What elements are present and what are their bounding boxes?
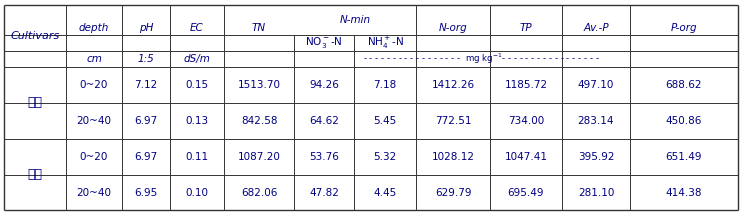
Text: 64.62: 64.62 xyxy=(309,116,339,126)
Text: 94.26: 94.26 xyxy=(309,80,339,90)
Text: 629.79: 629.79 xyxy=(435,187,471,198)
Text: depth: depth xyxy=(79,23,109,33)
Text: 1028.12: 1028.12 xyxy=(432,152,474,162)
Text: 688.62: 688.62 xyxy=(666,80,702,90)
Text: Cultivars: Cultivars xyxy=(10,31,59,41)
Text: 772.51: 772.51 xyxy=(435,116,471,126)
Text: N-org: N-org xyxy=(439,23,467,33)
Text: 6.95: 6.95 xyxy=(134,187,157,198)
Text: 1412.26: 1412.26 xyxy=(431,80,475,90)
Text: 414.38: 414.38 xyxy=(666,187,702,198)
Text: P-org: P-org xyxy=(671,23,697,33)
Text: dS/m: dS/m xyxy=(183,54,211,64)
Text: 1087.20: 1087.20 xyxy=(237,152,280,162)
Text: 651.49: 651.49 xyxy=(666,152,702,162)
Text: 1047.41: 1047.41 xyxy=(505,152,548,162)
Text: 695.49: 695.49 xyxy=(508,187,544,198)
Text: 5.32: 5.32 xyxy=(373,152,397,162)
Text: 20~40: 20~40 xyxy=(76,187,111,198)
Text: 281.10: 281.10 xyxy=(578,187,614,198)
Text: 497.10: 497.10 xyxy=(578,80,614,90)
Text: TN: TN xyxy=(252,23,266,33)
Text: 신고: 신고 xyxy=(27,168,42,181)
Text: NH$_4^+$-N: NH$_4^+$-N xyxy=(367,35,404,51)
Text: 0.10: 0.10 xyxy=(186,187,209,198)
Text: EC: EC xyxy=(190,23,204,33)
Text: 47.82: 47.82 xyxy=(309,187,339,198)
Text: 0.11: 0.11 xyxy=(186,152,209,162)
Text: 7.18: 7.18 xyxy=(373,80,397,90)
Text: - - - - - - - - - - - - - - - - -  mg kg$^{-1}$- - - - - - - - - - - - - - - - -: - - - - - - - - - - - - - - - - - mg kg$… xyxy=(363,52,600,66)
Text: 6.97: 6.97 xyxy=(134,152,157,162)
Text: 1:5: 1:5 xyxy=(137,54,154,64)
Text: 4.45: 4.45 xyxy=(373,187,397,198)
Text: 53.76: 53.76 xyxy=(309,152,339,162)
Text: pH: pH xyxy=(139,23,153,33)
Text: 734.00: 734.00 xyxy=(508,116,544,126)
Text: 283.14: 283.14 xyxy=(578,116,614,126)
Text: 0.15: 0.15 xyxy=(186,80,209,90)
Text: 682.06: 682.06 xyxy=(241,187,278,198)
Text: 7.12: 7.12 xyxy=(134,80,157,90)
Text: 842.58: 842.58 xyxy=(240,116,278,126)
Text: 395.92: 395.92 xyxy=(578,152,614,162)
Text: 6.97: 6.97 xyxy=(134,116,157,126)
Text: 0.13: 0.13 xyxy=(186,116,209,126)
Text: 20~40: 20~40 xyxy=(76,116,111,126)
Text: 화산: 화산 xyxy=(27,97,42,109)
Text: 0~20: 0~20 xyxy=(80,152,108,162)
Text: NO$_3^-$-N: NO$_3^-$-N xyxy=(305,35,343,51)
Text: 5.45: 5.45 xyxy=(373,116,397,126)
Text: 450.86: 450.86 xyxy=(666,116,702,126)
Text: N-min: N-min xyxy=(339,15,370,25)
Text: TP: TP xyxy=(519,23,532,33)
Text: 0~20: 0~20 xyxy=(80,80,108,90)
Text: 1513.70: 1513.70 xyxy=(237,80,280,90)
Text: cm: cm xyxy=(86,54,102,64)
Text: Av.-P: Av.-P xyxy=(583,23,609,33)
Text: 1185.72: 1185.72 xyxy=(505,80,548,90)
